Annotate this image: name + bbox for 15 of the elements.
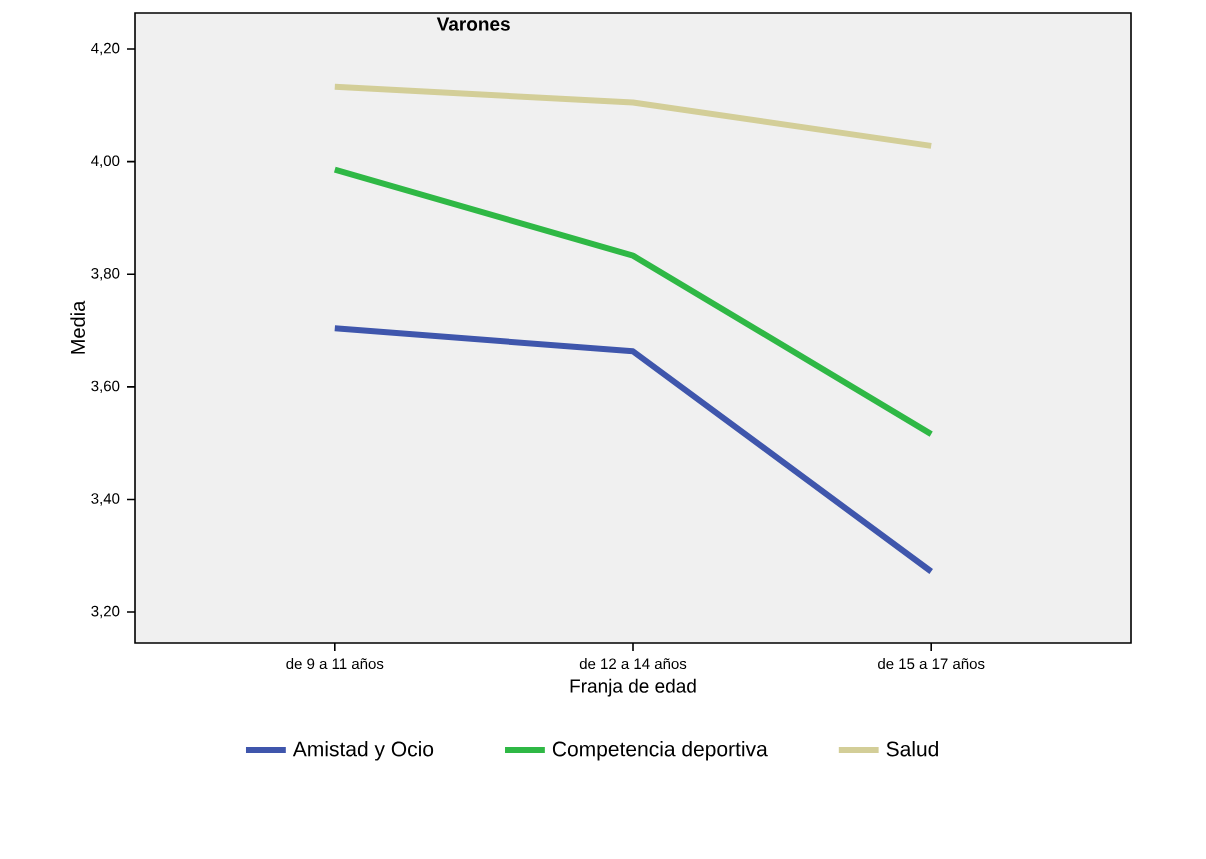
x-tick-label: de 9 a 11 años (286, 658, 384, 670)
legend-label: Amistad y Ocio (292, 741, 434, 761)
chart-title: Varones (436, 17, 510, 31)
y-tick-label: 4,00 (91, 155, 120, 168)
y-tick-label: 3,20 (91, 605, 120, 619)
legend-label: Competencia deportiva (552, 741, 768, 761)
y-tick-label: 4,20 (91, 42, 120, 56)
legend-label: Salud (886, 741, 938, 757)
y-tick-label: 3,60 (91, 380, 120, 394)
y-tick-label: 3,40 (91, 493, 120, 506)
y-axis-title: Media (70, 300, 85, 354)
x-tick-label: de 12 a 14 años (579, 658, 687, 670)
y-tick-label: 3,80 (91, 268, 120, 281)
x-axis-title: Franja de edad (570, 678, 696, 697)
x-tick-label: de 15 a 17 años (878, 658, 985, 670)
